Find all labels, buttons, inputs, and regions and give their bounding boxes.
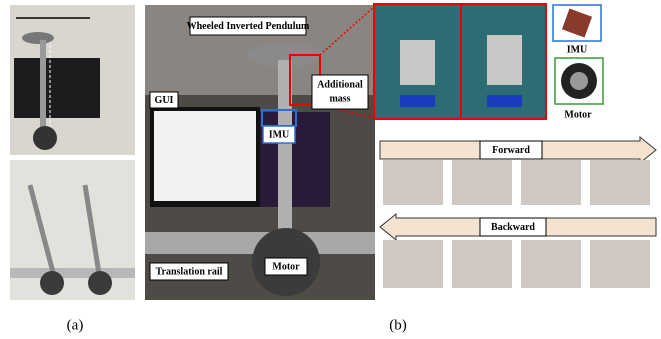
frame-photo [452,160,512,205]
frame-photo [521,160,581,205]
imu-label: IMU [269,129,290,140]
forward-frames [383,160,650,205]
frame-photo [521,240,581,288]
wheel [40,271,64,295]
frame-photo [590,240,650,288]
photo-tilt [10,160,135,300]
frame-photo [590,160,650,205]
caption-a: (a) [67,317,84,333]
mass-block [400,40,435,85]
pendulum-label: Wheeled Inverted Pendulum [187,21,310,32]
monitor [14,58,100,118]
figure: Wheeled Inverted Pendulum Additional mas… [0,0,661,339]
caption-b: (b) [389,317,407,333]
frame-photo [452,240,512,288]
scale-display [400,95,435,107]
panel-a-photos [10,5,135,300]
motor-caption: Motor [564,109,592,120]
mass-block [487,35,522,85]
wheel [88,271,112,295]
main-photo: Wheeled Inverted Pendulum Additional mas… [145,5,375,300]
pendulum-rod [40,40,46,140]
scale-display [487,95,522,107]
gui-label: GUI [155,95,174,106]
frame-photo [383,240,443,288]
imu-caption: IMU [567,44,588,55]
forward-label: Forward [492,145,530,156]
wheel [33,126,57,150]
rail-label: Translation rail [156,266,223,277]
gui-screen [154,111,256,201]
backward-frames [383,240,650,288]
mass-photos [374,4,546,119]
experiments: Forward Backward [380,137,656,288]
top-mass [22,32,54,44]
backward-label: Backward [491,222,535,233]
mass-label: mass [329,93,350,104]
frame-photo [383,160,443,205]
components: IMU Motor [553,5,603,120]
rail [10,268,135,278]
motor-hub [570,72,588,90]
mass-label: Additional [317,79,363,90]
motor-label: Motor [272,261,300,272]
